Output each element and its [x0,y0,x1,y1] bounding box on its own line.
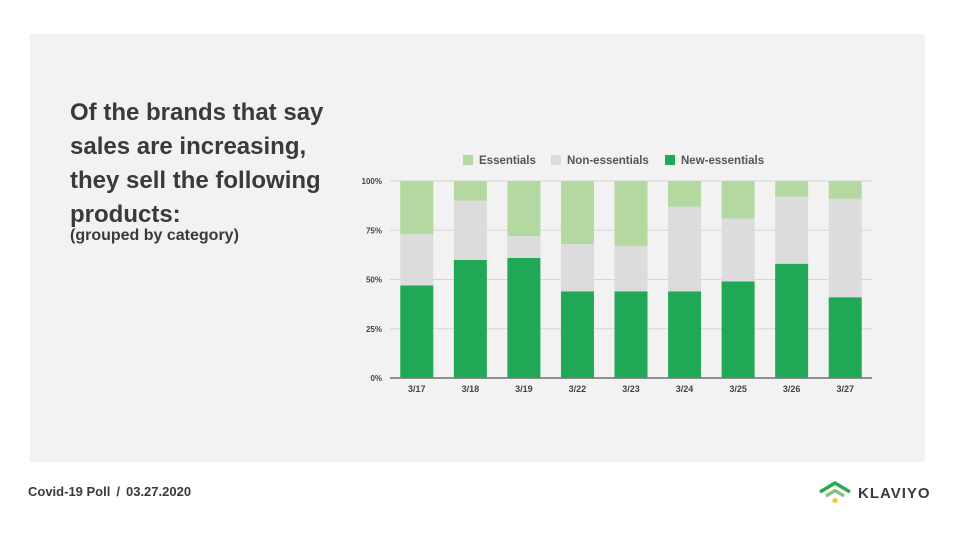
bar-segment-non-essentials [721,218,755,282]
legend-swatch [463,155,473,165]
bar-segment-essentials [775,181,809,197]
legend-label: New-essentials [681,155,764,167]
bar-segment-essentials [400,181,434,235]
bar-segment-essentials [668,181,702,207]
bar-segment-non-essentials [614,246,648,292]
legend-label: Non-essentials [567,155,649,167]
bar-segment-non-essentials [828,198,862,298]
bar-segment-essentials [721,181,755,219]
y-tick-label: 50% [366,276,382,285]
bar-segment-new-essentials [775,263,809,378]
chart-legend: Essentials Non-essentials New-essentials [463,155,764,167]
bar-segment-essentials [614,181,648,247]
y-tick-label: 100% [362,177,382,186]
footer-label: Covid-19 Poll [28,484,111,499]
bar-segment-essentials [560,181,594,245]
x-tick-label: 3/17 [408,384,426,394]
bar-segment-essentials [507,181,541,237]
bar-segment-non-essentials [453,200,487,260]
y-tick-label: 0% [370,374,382,383]
x-tick-label: 3/23 [622,384,640,394]
logo-text: KLAVIYO [858,484,931,502]
bar-segment-non-essentials [775,196,809,264]
y-tick-label: 75% [366,226,382,235]
bar-segment-essentials [828,181,862,199]
y-tick-label: 25% [366,325,382,334]
chart-bars [400,181,862,378]
bar-segment-new-essentials [721,281,755,378]
bar-segment-essentials [453,181,487,201]
x-tick-label: 3/25 [729,384,747,394]
x-tick-label: 3/27 [836,384,854,394]
bar-segment-non-essentials [400,234,434,286]
slide-subhead: (grouped by category) [70,227,239,244]
bar-segment-non-essentials [668,206,702,292]
bar-segment-new-essentials [668,291,702,378]
bar-segment-new-essentials [560,291,594,378]
footer-separator: / [116,484,120,499]
x-tick-label: 3/26 [783,384,801,394]
chart-x-axis: 3/17 3/18 3/19 3/22 3/23 3/24 3/25 3/26 3/27 [408,384,854,394]
bar-segment-new-essentials [828,297,862,378]
bar-segment-non-essentials [507,236,541,258]
x-tick-label: 3/19 [515,384,533,394]
footer: Covid-19 Poll / 03.27.2020 [28,484,191,499]
x-tick-label: 3/18 [462,384,480,394]
legend-swatch [665,155,675,165]
klaviyo-logo: KLAVIYO [818,480,931,506]
klaviyo-wifi-icon [819,481,851,504]
bar-segment-new-essentials [614,291,648,378]
bar-segment-new-essentials [453,259,487,378]
x-tick-label: 3/22 [569,384,587,394]
x-tick-label: 3/24 [676,384,694,394]
bar-segment-new-essentials [400,285,434,378]
legend-swatch [551,155,561,165]
footer-date: 03.27.2020 [125,484,192,499]
legend-label: Essentials [479,155,536,167]
bar-segment-non-essentials [560,244,594,292]
bar-segment-new-essentials [507,257,541,378]
slide-headline: Of the brands that say sales are increas… [70,99,324,228]
